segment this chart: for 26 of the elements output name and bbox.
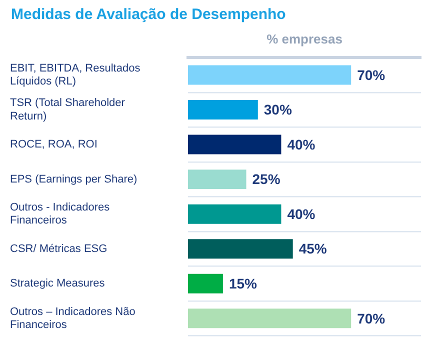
data-label: 70%	[357, 310, 386, 326]
bar	[188, 308, 352, 328]
data-label: 45%	[298, 240, 328, 257]
data-label: 30%	[264, 102, 292, 118]
y-tick-label: ROCE, ROA, ROI	[10, 138, 98, 151]
data-label: 40%	[287, 206, 316, 222]
y-tick-label: Outros – Indicadores Não Financeiros	[10, 306, 136, 332]
bar	[188, 100, 258, 120]
y-tick-label: TSR (Total Shareholder Return)	[10, 97, 126, 122]
data-label: 40%	[287, 136, 316, 152]
y-tick-label: CSR/ Métricas ESG	[10, 242, 108, 255]
bar	[188, 204, 282, 224]
bar	[188, 274, 223, 294]
y-tick-label: EBIT, EBITDA, Resultados Líquidos (RL)	[10, 62, 141, 88]
bar	[188, 170, 246, 190]
y-tick-label: Strategic Measures	[10, 278, 106, 290]
bar	[188, 134, 282, 154]
data-label: 70%	[357, 66, 386, 83]
bar	[188, 239, 293, 259]
y-tick-label: Outros - Indicadores Financeiros	[10, 202, 110, 227]
x-axis-title: % empresas	[266, 31, 342, 46]
y-tick-label: EPS (Earnings per Share)	[10, 173, 138, 186]
bar	[188, 65, 352, 85]
data-label: 25%	[252, 171, 281, 188]
data-label: 15%	[228, 275, 258, 292]
chart-title: Medidas de Avaliação de Desempenho	[11, 6, 286, 23]
